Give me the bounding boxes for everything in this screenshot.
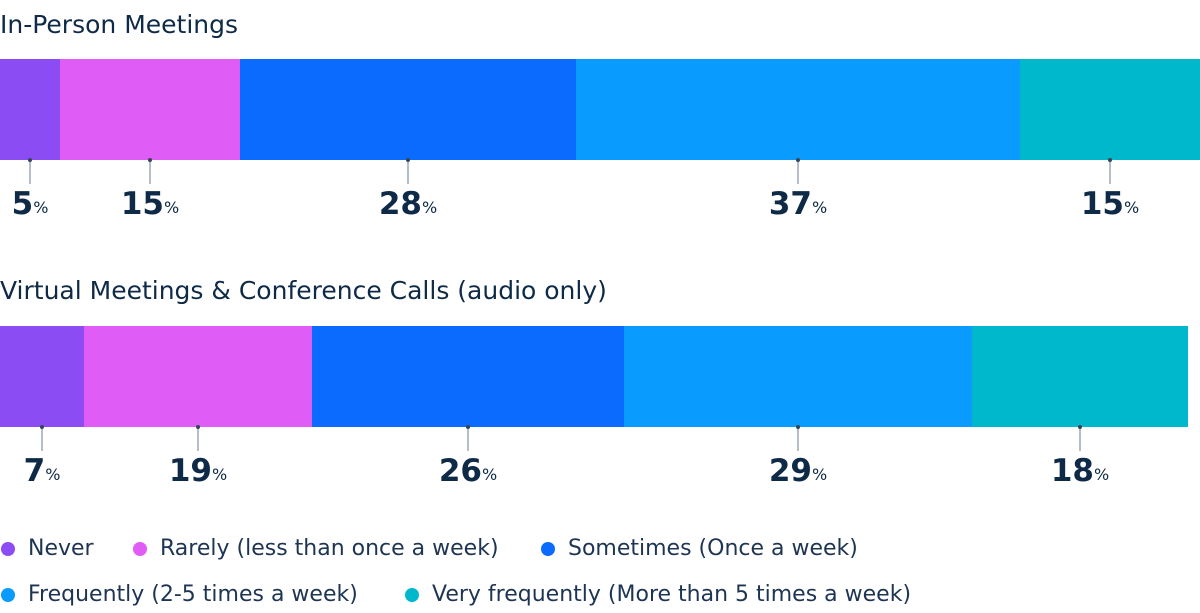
value-unit: %: [812, 198, 827, 217]
legend-swatch: [541, 542, 555, 556]
value-label: 7%: [24, 453, 61, 489]
leader-dot: [466, 425, 470, 429]
value-number: 15: [121, 186, 164, 222]
leader-dot: [406, 158, 410, 162]
value-number: 26: [439, 453, 482, 489]
value-unit: %: [812, 465, 827, 484]
value-unit: %: [45, 465, 60, 484]
value-unit: %: [482, 465, 497, 484]
value-number: 7: [24, 453, 46, 489]
value-number: 5: [12, 186, 34, 222]
legend-label: Very frequently (More than 5 times a wee…: [432, 582, 911, 607]
bar-segment: [60, 59, 240, 160]
legend-label: Rarely (less than once a week): [160, 536, 499, 561]
bar-segment: [84, 326, 312, 427]
legend-swatch: [1, 542, 15, 556]
leader-dot: [796, 158, 800, 162]
legend-label: Frequently (2-5 times a week): [28, 582, 358, 607]
leader-dot: [196, 425, 200, 429]
value-unit: %: [212, 465, 227, 484]
value-label: 15%: [1081, 186, 1139, 222]
value-label: 19%: [169, 453, 227, 489]
legend-swatch: [133, 542, 147, 556]
leader-dot: [148, 158, 152, 162]
leader-dot: [28, 158, 32, 162]
legend-swatch: [1, 588, 15, 602]
bar-segment: [312, 326, 624, 427]
value-label: 29%: [769, 453, 827, 489]
value-label: 15%: [121, 186, 179, 222]
bar-title: Virtual Meetings & Conference Calls (aud…: [0, 276, 607, 305]
bar-segment: [576, 59, 1020, 160]
legend-label: Never: [28, 536, 95, 561]
value-number: 29: [769, 453, 812, 489]
value-unit: %: [164, 198, 179, 217]
leader-dot: [1078, 425, 1082, 429]
value-number: 28: [379, 186, 422, 222]
bar-segment: [0, 59, 60, 160]
value-label: 18%: [1051, 453, 1109, 489]
legend-swatch: [405, 588, 419, 602]
leader-dot: [40, 425, 44, 429]
bar-segment: [0, 326, 84, 427]
value-number: 15: [1081, 186, 1124, 222]
bar-segment: [624, 326, 972, 427]
value-label: 26%: [439, 453, 497, 489]
bar-title: In-Person Meetings: [0, 10, 238, 39]
value-number: 19: [169, 453, 212, 489]
value-unit: %: [1094, 465, 1109, 484]
value-label: 37%: [769, 186, 827, 222]
value-label: 5%: [12, 186, 49, 222]
legend-label: Sometimes (Once a week): [568, 536, 858, 561]
leader-dot: [796, 425, 800, 429]
bar-segment: [1020, 59, 1200, 160]
value-number: 37: [769, 186, 812, 222]
value-label: 28%: [379, 186, 437, 222]
value-number: 18: [1051, 453, 1094, 489]
value-unit: %: [1124, 198, 1139, 217]
bar-segment: [972, 326, 1188, 427]
bar-segment: [240, 59, 576, 160]
value-unit: %: [422, 198, 437, 217]
value-unit: %: [33, 198, 48, 217]
leader-dot: [1108, 158, 1112, 162]
